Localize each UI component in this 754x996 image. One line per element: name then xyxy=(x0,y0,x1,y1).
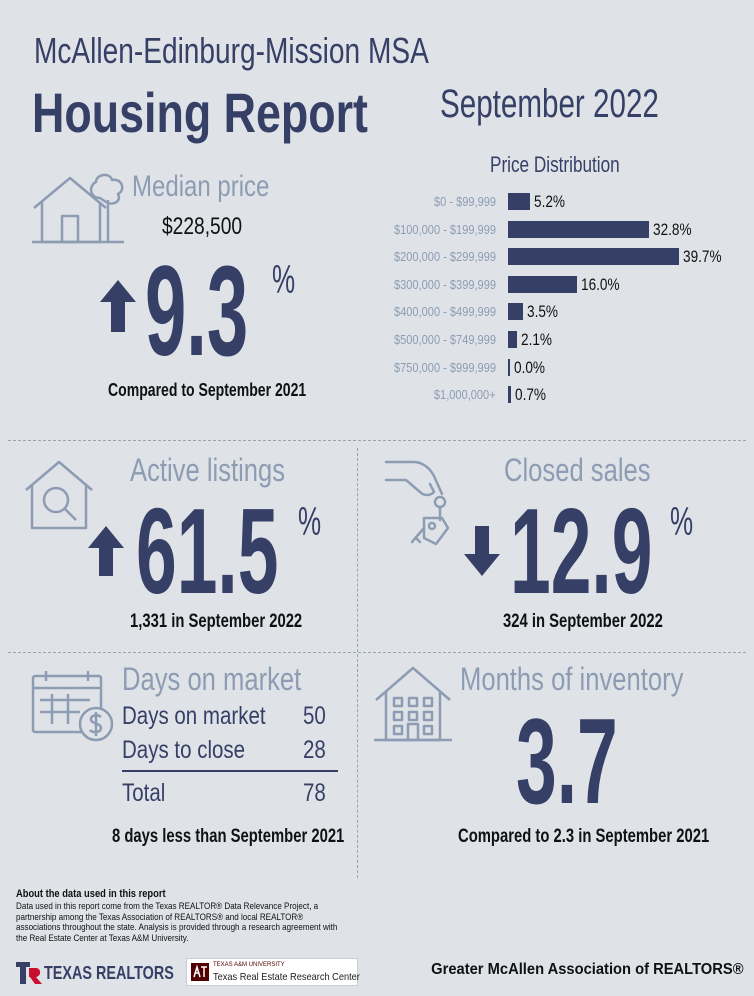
price-range-label: $750,000 - $999,999 xyxy=(394,359,496,375)
price-bar xyxy=(508,386,511,404)
arrow-up-icon xyxy=(100,280,136,332)
texas-realtors-text: TEXAS REALTORS xyxy=(44,963,174,983)
divider xyxy=(8,440,746,441)
price-bar xyxy=(508,358,510,376)
tamu-center-text: Texas Real Estate Research Center xyxy=(213,971,360,983)
days-on-market-heading: Days on market xyxy=(122,661,302,697)
price-range-label: $0 - $99,999 xyxy=(433,194,496,209)
price-bar-value: 2.1% xyxy=(521,330,553,349)
tamu-logo: TEXAS A&M UNIVERSITY Texas Real Estate R… xyxy=(186,958,360,986)
dom-total-label: Total xyxy=(122,779,166,807)
dom-row-value: 50 xyxy=(303,702,326,730)
texas-realtors-logo: TEXAS REALTORS xyxy=(16,960,176,986)
median-price-percent-sign: % xyxy=(272,258,296,302)
dom-row-label: Days to close xyxy=(122,736,246,764)
house-search-icon xyxy=(25,460,93,530)
divider xyxy=(8,652,746,653)
price-range-label: $400,000 - $499,999 xyxy=(394,304,496,320)
price-bar xyxy=(508,220,650,238)
active-listings-caption: 1,331 in September 2022 xyxy=(130,611,303,632)
median-price-caption: Compared to September 2021 xyxy=(108,380,307,400)
closed-sales-change: 12.9 xyxy=(510,483,653,619)
total-rule xyxy=(122,770,338,772)
active-listings-percent-sign: % xyxy=(298,500,322,544)
price-bar-value: 0.7% xyxy=(515,385,546,405)
arrow-up-icon xyxy=(88,526,124,576)
dom-row-value: 28 xyxy=(303,736,326,764)
msa-title: McAllen-Edinburg-Mission MSA xyxy=(34,30,429,71)
atm-mark-icon xyxy=(191,963,209,981)
texas-realtors-mark-icon xyxy=(16,962,42,984)
hand-key-icon xyxy=(384,460,450,546)
closed-sales-percent-sign: % xyxy=(670,500,694,544)
months-of-inventory-value: 3.7 xyxy=(516,693,618,829)
report-title: Housing Report xyxy=(32,81,368,144)
price-bar xyxy=(508,331,518,348)
price-bar xyxy=(508,248,679,266)
dom-total-value: 78 xyxy=(303,779,326,807)
months-of-inventory-caption: Compared to 2.3 in September 2021 xyxy=(458,826,710,847)
calendar-dollar-icon xyxy=(31,671,114,742)
price-bar xyxy=(508,193,531,210)
price-bar-value: 16.0% xyxy=(580,274,620,294)
dom-row-label: Days on market xyxy=(122,702,266,730)
price-bar-value: 0.0% xyxy=(514,357,545,377)
price-bar xyxy=(508,303,524,321)
price-range-label: $1,000,000+ xyxy=(434,387,496,403)
price-range-label: $200,000 - $299,999 xyxy=(394,249,496,265)
association-name: Greater McAllen Association of REALTORS® xyxy=(431,961,744,978)
active-listings-heading: Active listings xyxy=(130,452,286,488)
closed-sales-heading: Closed sales xyxy=(504,452,651,488)
apartment-building-icon xyxy=(374,666,452,742)
tamu-university-text: TEXAS A&M UNIVERSITY xyxy=(213,962,285,968)
price-bar-value: 39.7% xyxy=(682,247,722,267)
price-bar-value: 5.2% xyxy=(534,192,566,211)
days-on-market-caption: 8 days less than September 2021 xyxy=(112,826,345,847)
arrow-down-icon xyxy=(464,526,500,576)
price-bar-value: 3.5% xyxy=(527,302,559,322)
closed-sales-caption: 324 in September 2022 xyxy=(503,611,663,632)
price-range-label: $100,000 - $199,999 xyxy=(394,221,496,237)
price-range-label: $300,000 - $399,999 xyxy=(394,276,496,292)
median-price-change: 9.3 xyxy=(145,240,249,383)
divider xyxy=(357,448,358,878)
house-tree-icon xyxy=(32,173,124,244)
active-listings-change: 61.5 xyxy=(136,483,279,619)
price-range-label: $500,000 - $749,999 xyxy=(394,332,496,347)
about-title: About the data used in this report xyxy=(16,888,166,900)
about-body: Data used in this report come from the T… xyxy=(16,901,338,944)
median-price-heading: Median price xyxy=(132,170,270,203)
months-of-inventory-heading: Months of inventory xyxy=(460,661,684,697)
median-price-value: $228,500 xyxy=(162,213,243,240)
price-distribution-title: Price Distribution xyxy=(490,152,620,177)
report-date: September 2022 xyxy=(440,82,659,126)
price-bar xyxy=(508,275,577,293)
price-bar-value: 32.8% xyxy=(653,219,692,239)
